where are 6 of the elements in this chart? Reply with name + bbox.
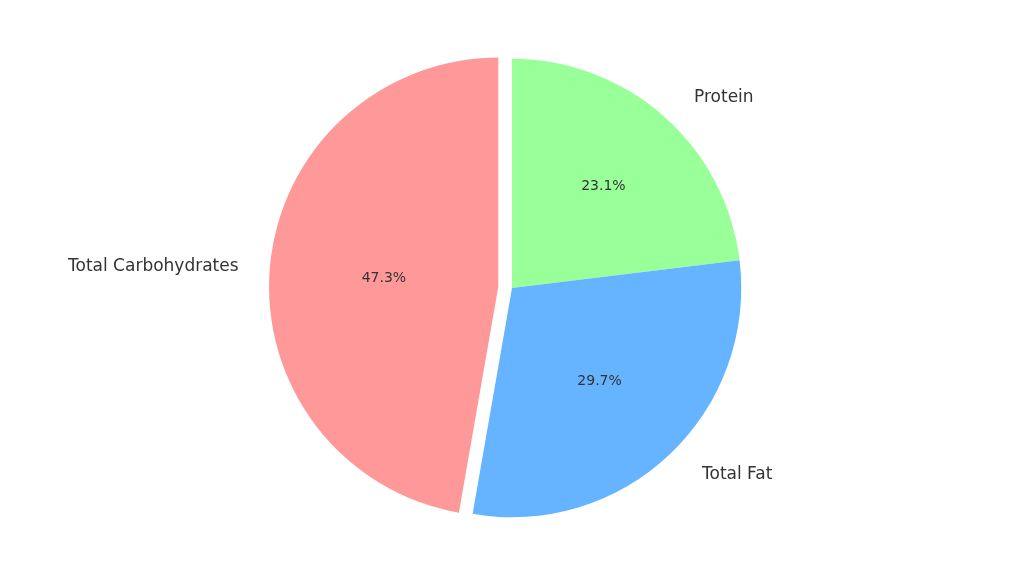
- data-label: 47.3%: [361, 268, 407, 285]
- slice-label: Protein: [694, 86, 754, 106]
- slice-label: Total Carbohydrates: [67, 255, 239, 275]
- data-label: 29.7%: [577, 372, 622, 389]
- slice-label: Total Fat: [701, 463, 773, 483]
- data-label: 23.1%: [581, 176, 626, 193]
